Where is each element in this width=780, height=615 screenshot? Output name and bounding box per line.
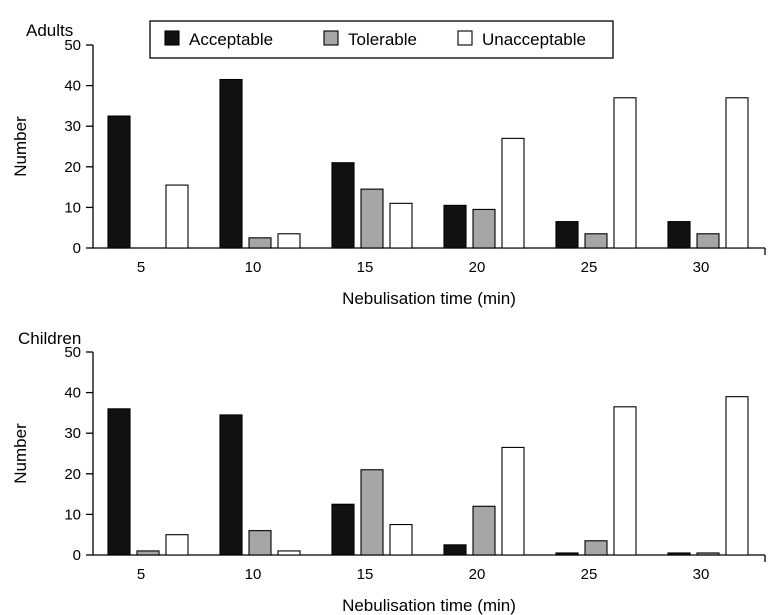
bar-tolerable-30 xyxy=(696,233,720,249)
bar-acceptable-25 xyxy=(555,221,579,249)
bar-acceptable-5 xyxy=(107,408,131,556)
chart-panel-children: Children 0 10 20 30 40 50 Number Nebulisation ti… xyxy=(11,329,766,615)
x-tick-label: 5 xyxy=(137,259,145,276)
bar-unacceptable-5 xyxy=(165,534,189,556)
bar-acceptable-10 xyxy=(219,414,243,556)
y-tick-label: 20 xyxy=(64,159,81,176)
bar-tolerable-25 xyxy=(584,233,608,249)
bar-unacceptable-20 xyxy=(501,446,525,556)
panel-title: Children xyxy=(18,329,81,348)
x-tick-label: 25 xyxy=(581,566,598,583)
legend-box xyxy=(149,20,614,59)
x-tick-label: 15 xyxy=(357,566,374,583)
x-tick-label: 5 xyxy=(137,566,145,583)
bar-acceptable-10 xyxy=(219,78,243,249)
bar-acceptable-20 xyxy=(443,544,467,556)
legend-swatch-tolerable xyxy=(323,30,339,46)
bar-unacceptable-30 xyxy=(725,396,749,556)
y-tick-label: 40 xyxy=(64,78,81,95)
x-tick-label: 30 xyxy=(693,259,710,276)
y-tick-label: 50 xyxy=(64,37,81,54)
x-axis-label: Nebulisation time (min) xyxy=(342,289,516,308)
y-tick-label: 20 xyxy=(64,466,81,483)
bar-tolerable-10 xyxy=(248,530,272,556)
y-tick-label: 30 xyxy=(64,425,81,442)
bar-tolerable-30 xyxy=(696,552,720,556)
x-axis-label: Nebulisation time (min) xyxy=(342,596,516,615)
bar-acceptable-5 xyxy=(107,115,131,249)
y-tick-label: 40 xyxy=(64,385,81,402)
legend-label-acceptable: Acceptable xyxy=(189,30,273,49)
bar-unacceptable-20 xyxy=(501,137,525,249)
x-tick-label: 10 xyxy=(245,566,262,583)
bar-acceptable-20 xyxy=(443,204,467,249)
x-tick-label: 25 xyxy=(581,259,598,276)
x-tick-label: 20 xyxy=(469,259,486,276)
bar-unacceptable-15 xyxy=(389,523,413,556)
bar-acceptable-30 xyxy=(667,221,691,249)
chart-panel-adults: Adults 0 10 20 30 40 50 Number Nebulisation time… xyxy=(11,21,766,308)
bar-tolerable-25 xyxy=(584,540,608,556)
y-tick-label: 10 xyxy=(64,506,81,523)
bar-unacceptable-5 xyxy=(165,184,189,249)
bar-acceptable-30 xyxy=(667,552,691,556)
bar-tolerable-15 xyxy=(360,469,384,556)
bar-unacceptable-15 xyxy=(389,202,413,249)
x-tick-label: 30 xyxy=(693,566,710,583)
legend-label-unacceptable: Unacceptable xyxy=(482,30,586,49)
bar-unacceptable-25 xyxy=(613,97,637,249)
x-tick-label: 10 xyxy=(245,259,262,276)
bar-unacceptable-10 xyxy=(277,233,301,249)
y-tick-label: 30 xyxy=(64,118,81,135)
bar-unacceptable-30 xyxy=(725,97,749,249)
bar-unacceptable-25 xyxy=(613,406,637,556)
y-axis-label: Number xyxy=(11,423,30,484)
x-tick-label: 15 xyxy=(357,259,374,276)
bar-acceptable-15 xyxy=(331,162,355,249)
bar-tolerable-5 xyxy=(136,550,160,556)
bar-tolerable-15 xyxy=(360,188,384,249)
bar-tolerable-20 xyxy=(472,208,496,249)
legend: Acceptable Tolerable Unacceptable xyxy=(149,20,614,59)
legend-label-tolerable: Tolerable xyxy=(348,30,417,49)
x-tick-label: 20 xyxy=(469,566,486,583)
y-tick-label: 0 xyxy=(73,547,81,564)
y-tick-label: 10 xyxy=(64,199,81,216)
bar-unacceptable-10 xyxy=(277,550,301,556)
y-tick-label: 50 xyxy=(64,344,81,361)
bar-tolerable-10 xyxy=(248,237,272,249)
bar-acceptable-25 xyxy=(555,552,579,556)
panel-title: Adults xyxy=(26,21,73,40)
bar-acceptable-15 xyxy=(331,503,355,556)
bar-tolerable-20 xyxy=(472,505,496,556)
y-axis-label: Number xyxy=(11,116,30,177)
legend-swatch-unacceptable xyxy=(457,30,473,46)
y-tick-label: 0 xyxy=(73,240,81,257)
legend-swatch-acceptable xyxy=(164,30,180,46)
